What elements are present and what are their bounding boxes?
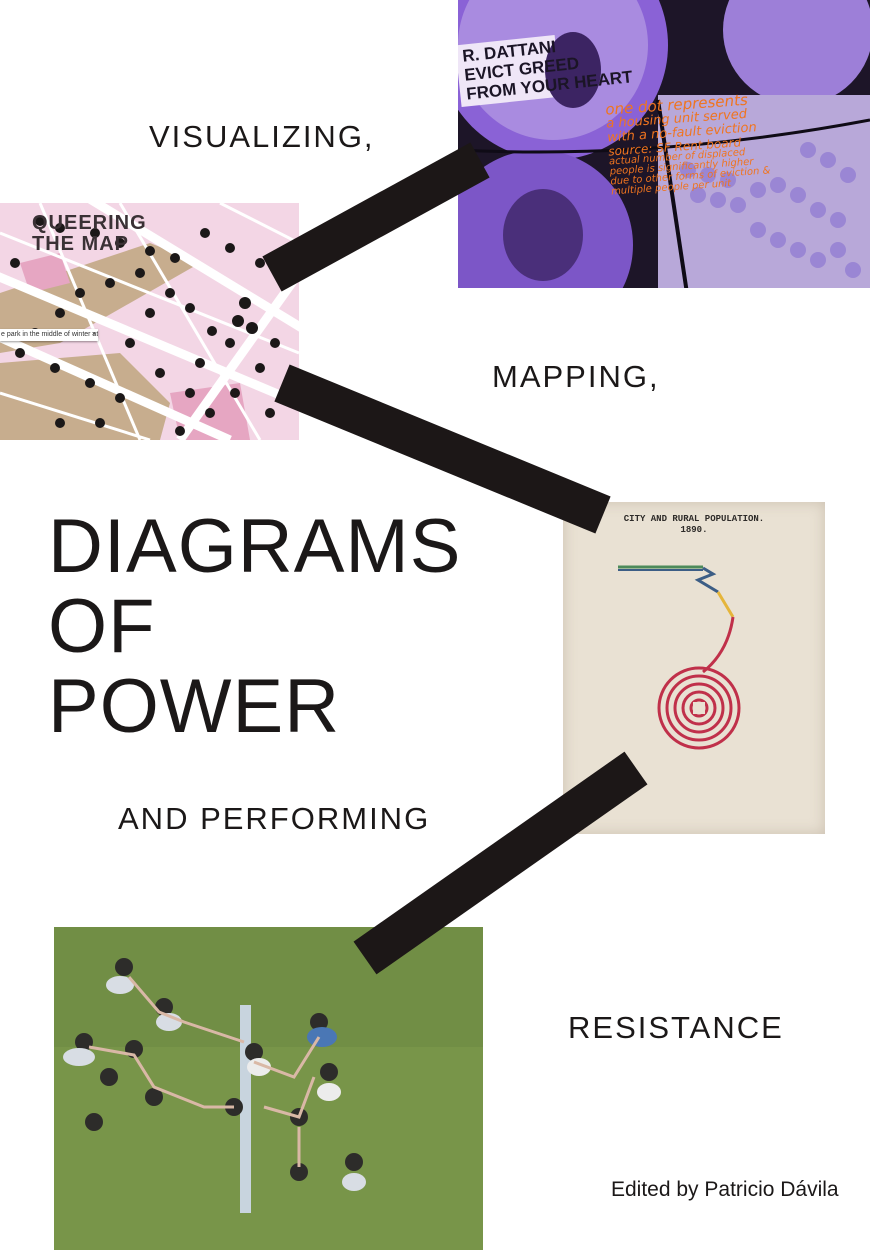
map-popup: e park in the middle of winter at night …: [0, 329, 98, 341]
field-photo: [54, 927, 483, 1250]
editor-credit: Edited by Patricio Dávila: [611, 1178, 839, 1201]
map-label-line: THE MAP: [32, 233, 129, 255]
chart-title: CITY AND RURAL POPULATION. 1890.: [563, 514, 825, 536]
book-title: DIAGRAMS OF POWER: [48, 507, 461, 747]
title-line: DIAGRAMS: [48, 504, 462, 589]
connector-bar: [262, 142, 490, 292]
visualizing-word: VISUALIZING,: [149, 119, 375, 154]
poster-image: R. DATTANI EVICT GREED FROM YOUR HEART o…: [458, 0, 870, 288]
title-line: OF: [48, 584, 156, 669]
connector-bar: [274, 364, 611, 534]
chart-title-line: CITY AND RURAL POPULATION.: [623, 514, 765, 524]
title-line: POWER: [48, 664, 341, 749]
map-popup-text: e park in the middle of winter at night: [1, 331, 98, 338]
map-image: QUEERING THE MAP e park in the middle of…: [0, 203, 299, 440]
resistance-word: RESISTANCE: [568, 1010, 784, 1045]
connector-bar: [353, 751, 648, 975]
chart-title-line: 1890.: [680, 525, 708, 535]
performing-word: AND PERFORMING: [118, 801, 431, 836]
spiral-graphic: [618, 565, 741, 750]
map-label-line: QUEERING: [32, 212, 147, 234]
close-icon[interactable]: ×: [91, 331, 96, 338]
mapping-word: MAPPING,: [492, 359, 660, 394]
